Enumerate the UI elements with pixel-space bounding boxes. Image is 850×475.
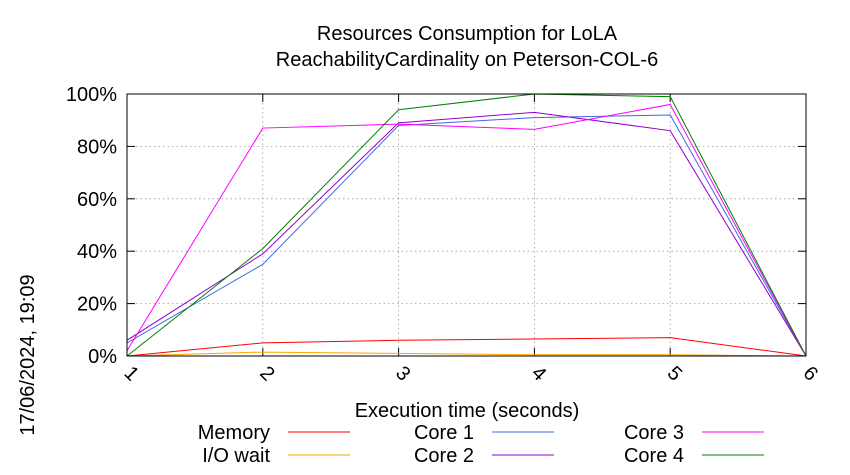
x-tick-label: 6 [799, 362, 822, 385]
legend-label-core-2: Core 2 [414, 445, 474, 467]
plot-frame [126, 93, 807, 357]
series-line-core-2 [126, 111, 807, 357]
x-axis-ticks: 1 2 3 4 5 6 [120, 94, 822, 385]
series-line-core-4 [126, 93, 807, 357]
y-tick-label: 60% [77, 189, 117, 211]
x-tick-label: 3 [391, 362, 414, 385]
y-axis-ticks: 0% 20% 40% 60% 80% 100% [66, 84, 806, 368]
series-lines [126, 93, 807, 357]
series-line-memory [126, 337, 807, 357]
x-tick-label: 2 [255, 362, 278, 385]
legend-label-core-3: Core 3 [624, 422, 684, 444]
timestamp-label: 17/06/2024, 19:09 [17, 274, 39, 435]
y-tick-label: 40% [77, 241, 117, 263]
y-tick-label: 80% [77, 136, 117, 158]
legend-label-core-1: Core 1 [414, 422, 474, 444]
plot-grid [127, 94, 806, 356]
series-line-core-1 [126, 114, 807, 357]
legend-label-memory: Memory [198, 422, 270, 444]
y-tick-label: 100% [66, 84, 117, 106]
legend-label-i-o-wait: I/O wait [202, 445, 270, 467]
x-tick-label: 5 [663, 362, 686, 385]
chart-title-line-1: Resources Consumption for LoLA [317, 23, 618, 45]
series-line-i-o-wait [126, 351, 807, 357]
y-tick-label: 20% [77, 294, 117, 316]
y-tick-label: 0% [88, 346, 117, 368]
x-tick-label: 4 [527, 362, 550, 385]
x-tick-label: 1 [120, 362, 143, 385]
x-axis-label: Execution time (seconds) [355, 400, 580, 422]
legend-label-core-4: Core 4 [624, 445, 684, 467]
chart-title-line-2: ReachabilityCardinality on Peterson-COL-… [276, 49, 658, 71]
series-line-core-3 [126, 103, 807, 357]
